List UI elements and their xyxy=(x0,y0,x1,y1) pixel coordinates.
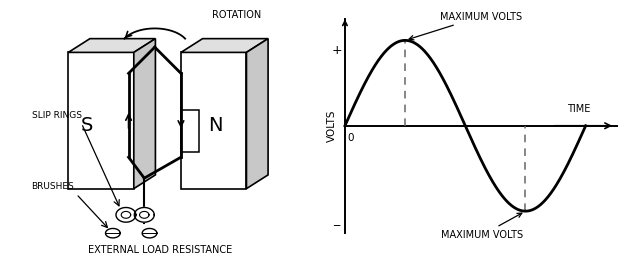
Text: EXTERNAL LOAD RESISTANCE: EXTERNAL LOAD RESISTANCE xyxy=(88,245,232,255)
Text: MAXIMUM VOLTS: MAXIMUM VOLTS xyxy=(409,12,522,40)
Text: 0: 0 xyxy=(348,133,354,144)
Text: +: + xyxy=(331,44,342,57)
Polygon shape xyxy=(116,208,136,222)
Text: TIME: TIME xyxy=(567,104,590,114)
Text: BRUSHES: BRUSHES xyxy=(31,182,74,191)
Polygon shape xyxy=(181,52,246,189)
Polygon shape xyxy=(68,52,134,189)
Polygon shape xyxy=(68,39,156,52)
Text: S: S xyxy=(81,116,93,135)
Text: VOLTS: VOLTS xyxy=(327,110,337,142)
Polygon shape xyxy=(134,208,154,222)
Text: MAXIMUM VOLTS: MAXIMUM VOLTS xyxy=(441,213,524,240)
Polygon shape xyxy=(181,39,268,52)
Text: N: N xyxy=(208,116,222,135)
Polygon shape xyxy=(134,39,156,189)
Text: SLIP RINGS: SLIP RINGS xyxy=(31,111,82,120)
Polygon shape xyxy=(142,228,157,238)
Polygon shape xyxy=(181,110,199,152)
Text: ROTATION: ROTATION xyxy=(212,10,262,20)
Polygon shape xyxy=(106,228,120,238)
Polygon shape xyxy=(246,39,268,189)
Text: _: _ xyxy=(333,213,340,226)
